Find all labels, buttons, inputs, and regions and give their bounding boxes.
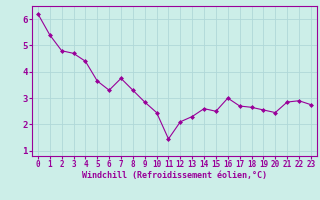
X-axis label: Windchill (Refroidissement éolien,°C): Windchill (Refroidissement éolien,°C) — [82, 171, 267, 180]
